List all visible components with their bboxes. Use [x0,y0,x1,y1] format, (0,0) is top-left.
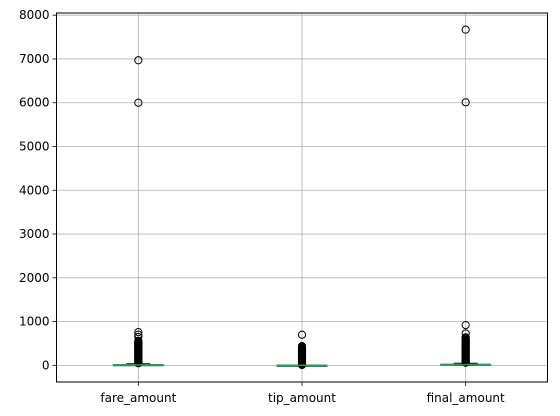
outlier-point [134,332,143,342]
outlier-point [134,336,143,345]
y-tick-label: 7000 [19,52,50,66]
y-tick-label: 2000 [19,271,50,285]
x-tick-label: final_amount [427,391,505,405]
outlier-point [461,329,470,338]
y-tick-label: 3000 [19,227,50,241]
y-tick-label: 1000 [19,315,50,329]
y-tick-label: 5000 [19,140,50,154]
x-tick-label: tip_amount [268,391,336,405]
outlier-point [134,56,143,65]
outlier-point [297,342,307,351]
outlier-point [461,98,470,107]
outlier-point [134,330,143,339]
outlier-point [461,320,470,330]
outlier-point [461,25,470,34]
outlier-point [134,327,143,337]
x-tick-label: fare_amount [100,391,176,405]
y-tick-label: 8000 [19,8,50,22]
outlier-point [297,330,307,339]
y-tick-label: 0 [42,358,50,372]
outlier-point [134,98,143,107]
y-tick-label: 6000 [19,96,50,110]
outlier-point [461,333,470,342]
y-tick-label: 4000 [19,183,50,197]
